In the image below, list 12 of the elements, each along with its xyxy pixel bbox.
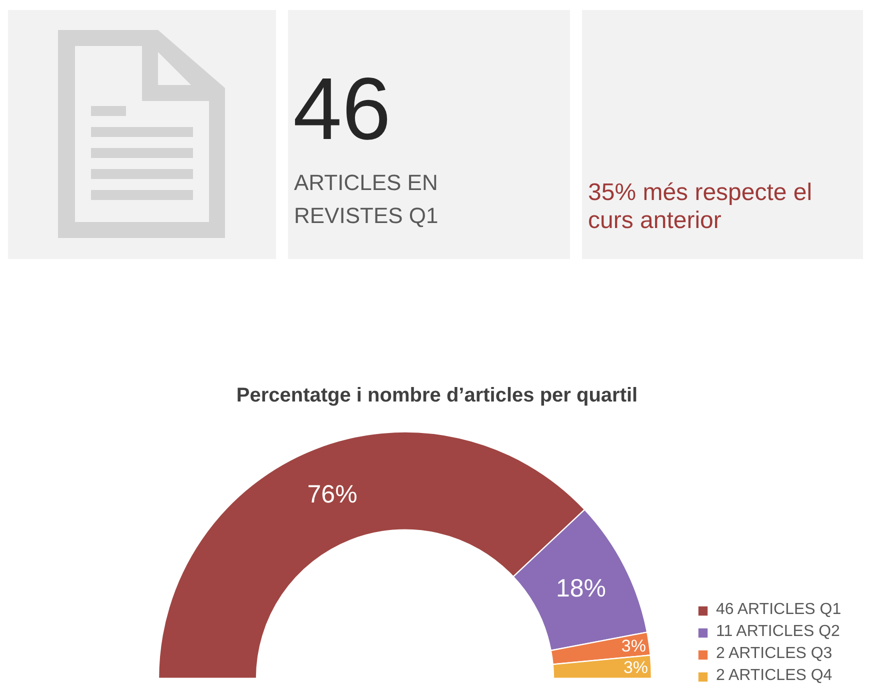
- legend-label: 46 ARTICLES Q1: [716, 600, 842, 620]
- data-label: 18%: [556, 574, 606, 603]
- legend-label: 11 ARTICLES Q2: [716, 622, 840, 642]
- text: ARTICLES EN REVISTES Q1: [294, 169, 440, 230]
- data-label: 3%: [621, 636, 646, 656]
- chart-title: Percentatge i nombre d’articles per quartil: [236, 384, 638, 406]
- legend-label: 2 ARTICLES Q3: [716, 644, 832, 664]
- text: 46: [293, 59, 392, 158]
- text: 35% més respecte el curs anterior: [588, 179, 814, 234]
- data-label: 3%: [623, 658, 648, 677]
- legend-label: 2 ARTICLES Q4: [716, 666, 832, 686]
- data-label: 76%: [307, 480, 358, 509]
